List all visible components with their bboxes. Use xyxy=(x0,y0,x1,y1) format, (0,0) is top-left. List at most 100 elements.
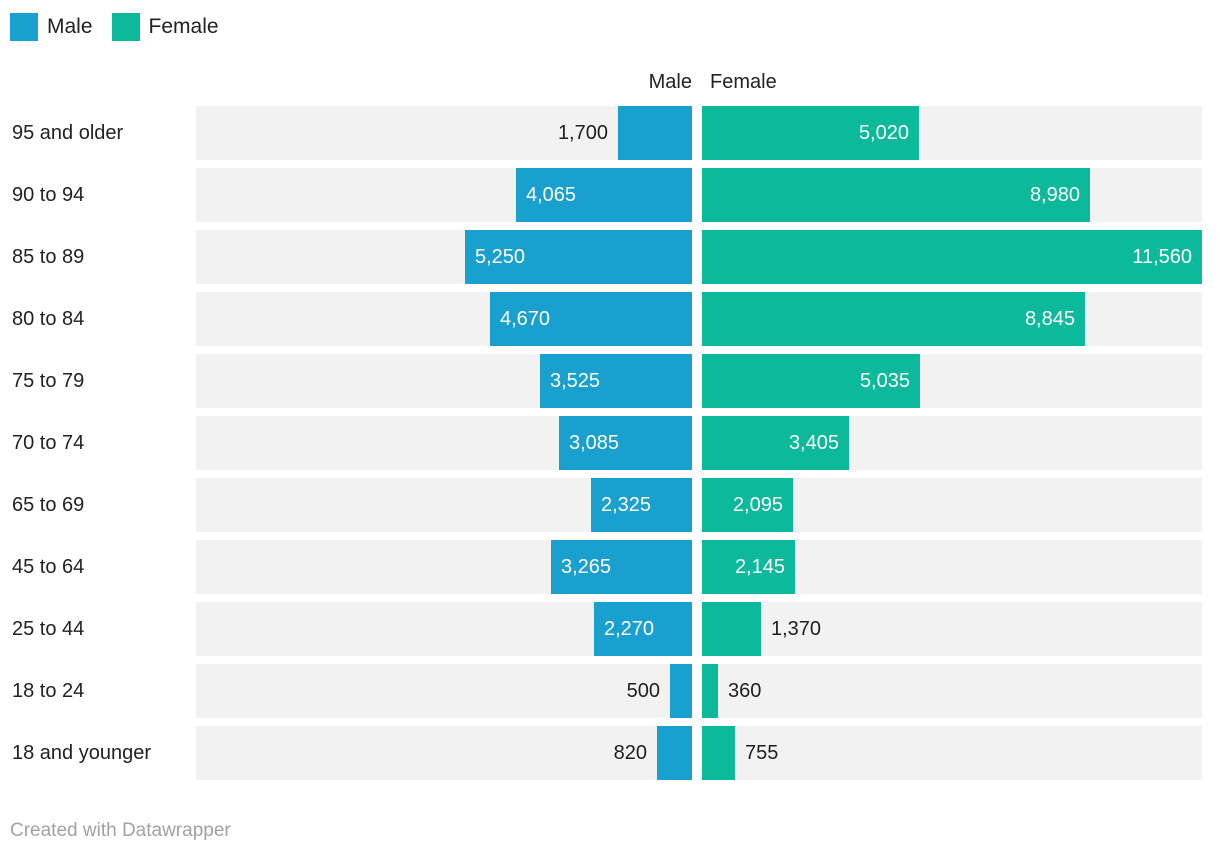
age-group-label: 75 to 79 xyxy=(12,370,85,392)
male-track: 3,525 xyxy=(196,354,692,408)
age-group-label: 25 to 44 xyxy=(12,618,85,640)
female-value-label: 8,845 xyxy=(1024,307,1075,330)
female-bar[interactable] xyxy=(702,726,735,780)
age-group-label: 95 and older xyxy=(12,122,124,144)
male-value-label: 5,250 xyxy=(475,245,526,268)
female-bar[interactable]: 5,035 xyxy=(702,354,920,408)
female-value-label: 5,035 xyxy=(859,369,910,392)
male-track: 3,085 xyxy=(196,416,692,470)
legend-item-male: Male xyxy=(10,13,93,41)
female-value-label: 360 xyxy=(728,680,762,702)
female-track: 8,980 xyxy=(702,168,1202,222)
column-header-male: Male xyxy=(648,71,692,93)
male-value-label: 3,085 xyxy=(569,431,620,454)
female-track: 5,035 xyxy=(702,354,1202,408)
age-group-label: 85 to 89 xyxy=(12,246,85,268)
female-value-label: 8,980 xyxy=(1029,183,1080,206)
female-value-label: 1,370 xyxy=(771,618,822,640)
female-bar[interactable]: 8,980 xyxy=(702,168,1090,222)
pyramid-row: 65 to 69 2,325 2,095 xyxy=(0,478,1220,532)
male-track: 4,065 xyxy=(196,168,692,222)
male-track: 2,270 xyxy=(196,602,692,656)
male-value-label: 4,065 xyxy=(526,183,577,206)
male-bar[interactable] xyxy=(657,726,692,780)
female-value-label: 755 xyxy=(745,742,779,764)
male-value-label: 2,270 xyxy=(604,617,655,640)
legend: Male Female xyxy=(10,13,219,41)
pyramid-row: 18 to 24 500 360 xyxy=(0,664,1220,718)
column-header-female: Female xyxy=(710,71,777,93)
age-group-label: 45 to 64 xyxy=(12,556,85,578)
female-bar[interactable] xyxy=(702,664,718,718)
male-value-label: 500 xyxy=(626,680,660,702)
male-track: 2,325 xyxy=(196,478,692,532)
pyramid-row: 75 to 79 3,525 5,035 xyxy=(0,354,1220,408)
male-track: 500 xyxy=(196,664,692,718)
pyramid-row: 70 to 74 3,085 3,405 xyxy=(0,416,1220,470)
legend-label-male: Male xyxy=(47,15,93,38)
female-track: 11,560 xyxy=(702,230,1202,284)
age-group-label: 65 to 69 xyxy=(12,494,85,516)
female-value-label: 3,405 xyxy=(788,431,839,454)
male-bar[interactable] xyxy=(670,664,692,718)
age-group-label: 80 to 84 xyxy=(12,308,85,330)
male-bar[interactable]: 2,325 xyxy=(591,478,692,532)
pyramid-row: 80 to 84 4,670 8,845 xyxy=(0,292,1220,346)
female-track: 2,095 xyxy=(702,478,1202,532)
age-group-label: 18 and younger xyxy=(12,742,152,764)
female-track: 360 xyxy=(702,664,1202,718)
male-value-label: 2,325 xyxy=(601,493,652,516)
male-value-label: 4,670 xyxy=(500,307,551,330)
female-track: 2,145 xyxy=(702,540,1202,594)
male-bar[interactable]: 4,065 xyxy=(516,168,692,222)
legend-swatch-female-icon xyxy=(111,13,140,41)
female-track: 755 xyxy=(702,726,1202,780)
female-track: 1,370 xyxy=(702,602,1202,656)
male-bar[interactable]: 3,525 xyxy=(540,354,692,408)
female-bar[interactable]: 8,845 xyxy=(702,292,1085,346)
male-track: 820 xyxy=(196,726,692,780)
male-bar[interactable]: 4,670 xyxy=(490,292,692,346)
age-group-label: 90 to 94 xyxy=(12,184,85,206)
age-group-label: 70 to 74 xyxy=(12,432,85,454)
female-bar[interactable]: 2,145 xyxy=(702,540,795,594)
female-value-label: 2,095 xyxy=(732,493,783,516)
male-track: 3,265 xyxy=(196,540,692,594)
pyramid-row: 90 to 94 4,065 8,980 xyxy=(0,168,1220,222)
male-track: 5,250 xyxy=(196,230,692,284)
female-track: 8,845 xyxy=(702,292,1202,346)
male-value-label: 3,525 xyxy=(550,369,601,392)
pyramid-row: 85 to 89 5,250 11,560 xyxy=(0,230,1220,284)
datawrapper-credit-link[interactable]: Created with Datawrapper xyxy=(10,820,231,841)
female-bar[interactable] xyxy=(702,602,761,656)
pyramid-row: 95 and older 1,700 5,020 xyxy=(0,106,1220,160)
legend-item-female: Female xyxy=(111,13,219,41)
female-bar[interactable]: 2,095 xyxy=(702,478,793,532)
chart-rows: 95 and older 1,700 5,020 90 to 94 4,065 8,980… xyxy=(0,106,1220,788)
female-bar[interactable]: 5,020 xyxy=(702,106,919,160)
female-value-label: 5,020 xyxy=(858,121,909,144)
female-track: 5,020 xyxy=(702,106,1202,160)
male-bar[interactable]: 5,250 xyxy=(465,230,692,284)
male-value-label: 3,265 xyxy=(561,555,612,578)
female-value-label: 2,145 xyxy=(734,555,785,578)
legend-swatch-male-icon xyxy=(10,13,38,41)
age-group-label: 18 to 24 xyxy=(12,680,85,702)
female-track: 3,405 xyxy=(702,416,1202,470)
male-bar[interactable] xyxy=(618,106,692,160)
pyramid-row: 18 and younger 820 755 xyxy=(0,726,1220,780)
male-track: 4,670 xyxy=(196,292,692,346)
pyramid-row: 25 to 44 2,270 1,370 xyxy=(0,602,1220,656)
female-value-label: 11,560 xyxy=(1132,245,1192,268)
male-bar[interactable]: 2,270 xyxy=(594,602,692,656)
male-value-label: 820 xyxy=(613,742,647,764)
female-bar[interactable]: 11,560 xyxy=(702,230,1202,284)
male-track: 1,700 xyxy=(196,106,692,160)
male-bar[interactable]: 3,265 xyxy=(551,540,692,594)
female-bar[interactable]: 3,405 xyxy=(702,416,849,470)
male-bar[interactable]: 3,085 xyxy=(559,416,692,470)
pyramid-row: 45 to 64 3,265 2,145 xyxy=(0,540,1220,594)
legend-label-female: Female xyxy=(148,15,219,38)
male-value-label: 1,700 xyxy=(557,122,608,144)
